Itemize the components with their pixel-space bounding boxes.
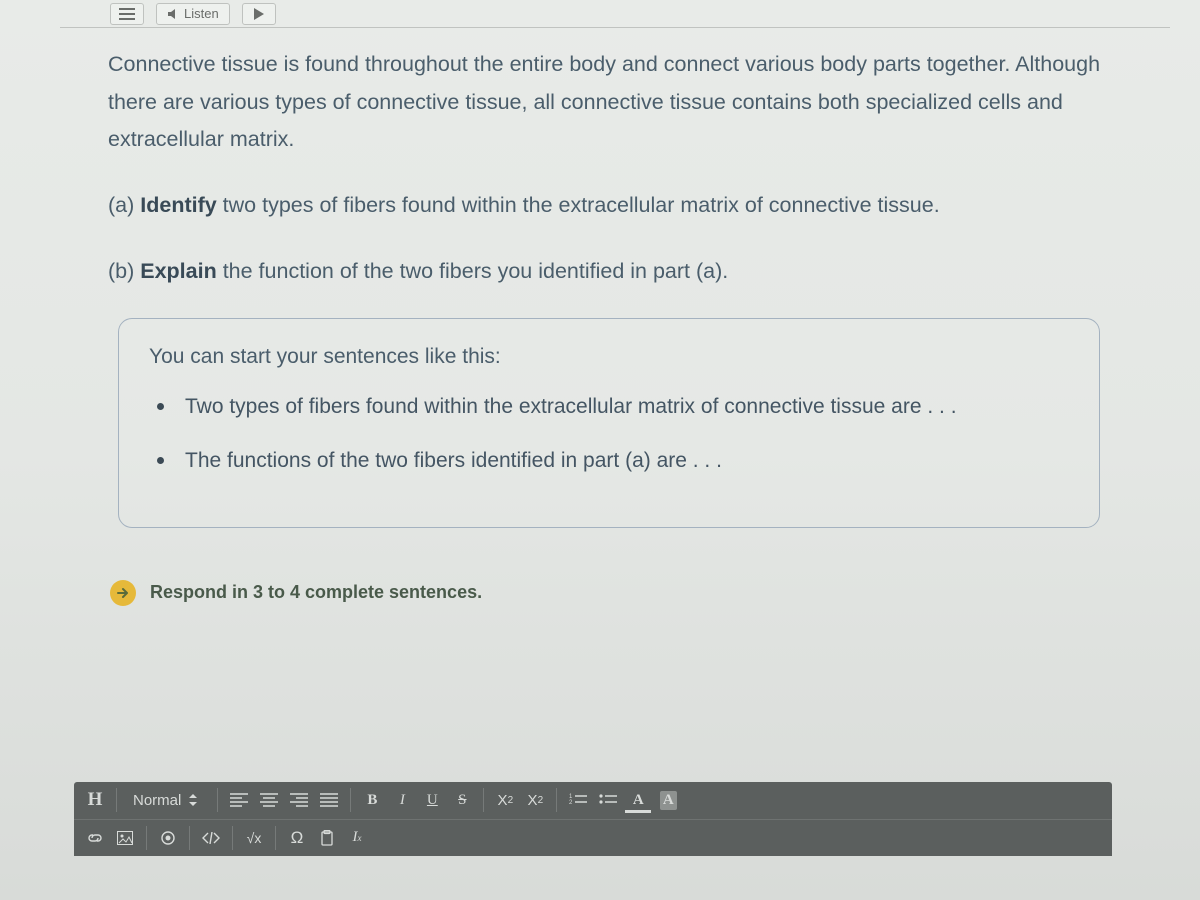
toolbar-separator xyxy=(275,826,276,850)
align-left-button[interactable] xyxy=(224,785,254,815)
toolbar-separator xyxy=(217,788,218,812)
listen-label: Listen xyxy=(184,6,219,21)
play-button[interactable] xyxy=(242,3,276,25)
top-toolbar: Listen xyxy=(60,0,1170,28)
toolbar-separator xyxy=(350,788,351,812)
toolbar-row-1: H Normal B I U S xyxy=(74,782,1112,819)
intro-paragraph: Connective tissue is found throughout th… xyxy=(108,46,1110,159)
part-a-bold: Identify xyxy=(140,193,216,217)
listen-button[interactable]: Listen xyxy=(156,3,230,25)
record-button[interactable] xyxy=(153,823,183,853)
part-a: (a) Identify two types of fibers found w… xyxy=(108,187,1110,225)
image-button[interactable] xyxy=(110,823,140,853)
part-b-rest: the function of the two fibers you ident… xyxy=(217,259,729,283)
ordered-list-button[interactable]: 12 xyxy=(563,785,593,815)
link-button[interactable] xyxy=(80,823,110,853)
updown-icon xyxy=(189,794,197,806)
align-justify-button[interactable] xyxy=(314,785,344,815)
hint-list: Two types of fibers found within the ext… xyxy=(149,389,1069,478)
editor-toolbar: H Normal B I U S xyxy=(74,782,1112,856)
toolbar-separator xyxy=(189,826,190,850)
hint-item: The functions of the two fibers identifi… xyxy=(185,443,1069,479)
clipboard-button[interactable] xyxy=(312,823,342,853)
clear-format-button[interactable]: Ix xyxy=(342,823,372,853)
part-a-prefix: (a) xyxy=(108,193,140,217)
special-char-button[interactable]: Ω xyxy=(282,823,312,853)
italic-button[interactable]: I xyxy=(387,785,417,815)
heading-button[interactable]: H xyxy=(80,785,110,815)
align-center-button[interactable] xyxy=(254,785,284,815)
hint-intro: You can start your sentences like this: xyxy=(149,345,1069,369)
underline-button[interactable]: U xyxy=(417,785,447,815)
toolbar-separator xyxy=(232,826,233,850)
strikethrough-button[interactable]: S xyxy=(447,785,477,815)
bold-button[interactable]: B xyxy=(357,785,387,815)
paragraph-style-label: Normal xyxy=(133,792,181,809)
question-content: Connective tissue is found throughout th… xyxy=(60,0,1170,606)
toolbar-separator xyxy=(483,788,484,812)
svg-text:2: 2 xyxy=(569,800,573,806)
code-button[interactable] xyxy=(196,823,226,853)
part-b-bold: Explain xyxy=(140,259,216,283)
part-b: (b) Explain the function of the two fibe… xyxy=(108,253,1110,291)
hint-item: Two types of fibers found within the ext… xyxy=(185,389,1069,425)
align-right-button[interactable] xyxy=(284,785,314,815)
text-color-button[interactable]: A xyxy=(623,785,653,815)
toolbar-row-2: √x Ω Ix xyxy=(74,819,1112,857)
paragraph-style-select[interactable]: Normal xyxy=(123,792,211,809)
superscript-button[interactable]: X2 xyxy=(520,785,550,815)
respond-text: Respond in 3 to 4 complete sentences. xyxy=(150,582,482,603)
menu-button[interactable] xyxy=(110,3,144,25)
toolbar-separator xyxy=(146,826,147,850)
subscript-button[interactable]: X2 xyxy=(490,785,520,815)
question-page: Listen Connective tissue is found throug… xyxy=(0,0,1200,900)
toolbar-separator xyxy=(116,788,117,812)
sentence-starter-box: You can start your sentences like this: … xyxy=(118,318,1100,527)
highlight-button[interactable]: A xyxy=(653,785,683,815)
arrow-circle-icon xyxy=(110,580,136,606)
respond-instruction: Respond in 3 to 4 complete sentences. xyxy=(110,580,1110,606)
unordered-list-button[interactable] xyxy=(593,785,623,815)
part-b-prefix: (b) xyxy=(108,259,140,283)
equation-button[interactable]: √x xyxy=(239,823,269,853)
part-a-rest: two types of fibers found within the ext… xyxy=(217,193,940,217)
toolbar-separator xyxy=(556,788,557,812)
